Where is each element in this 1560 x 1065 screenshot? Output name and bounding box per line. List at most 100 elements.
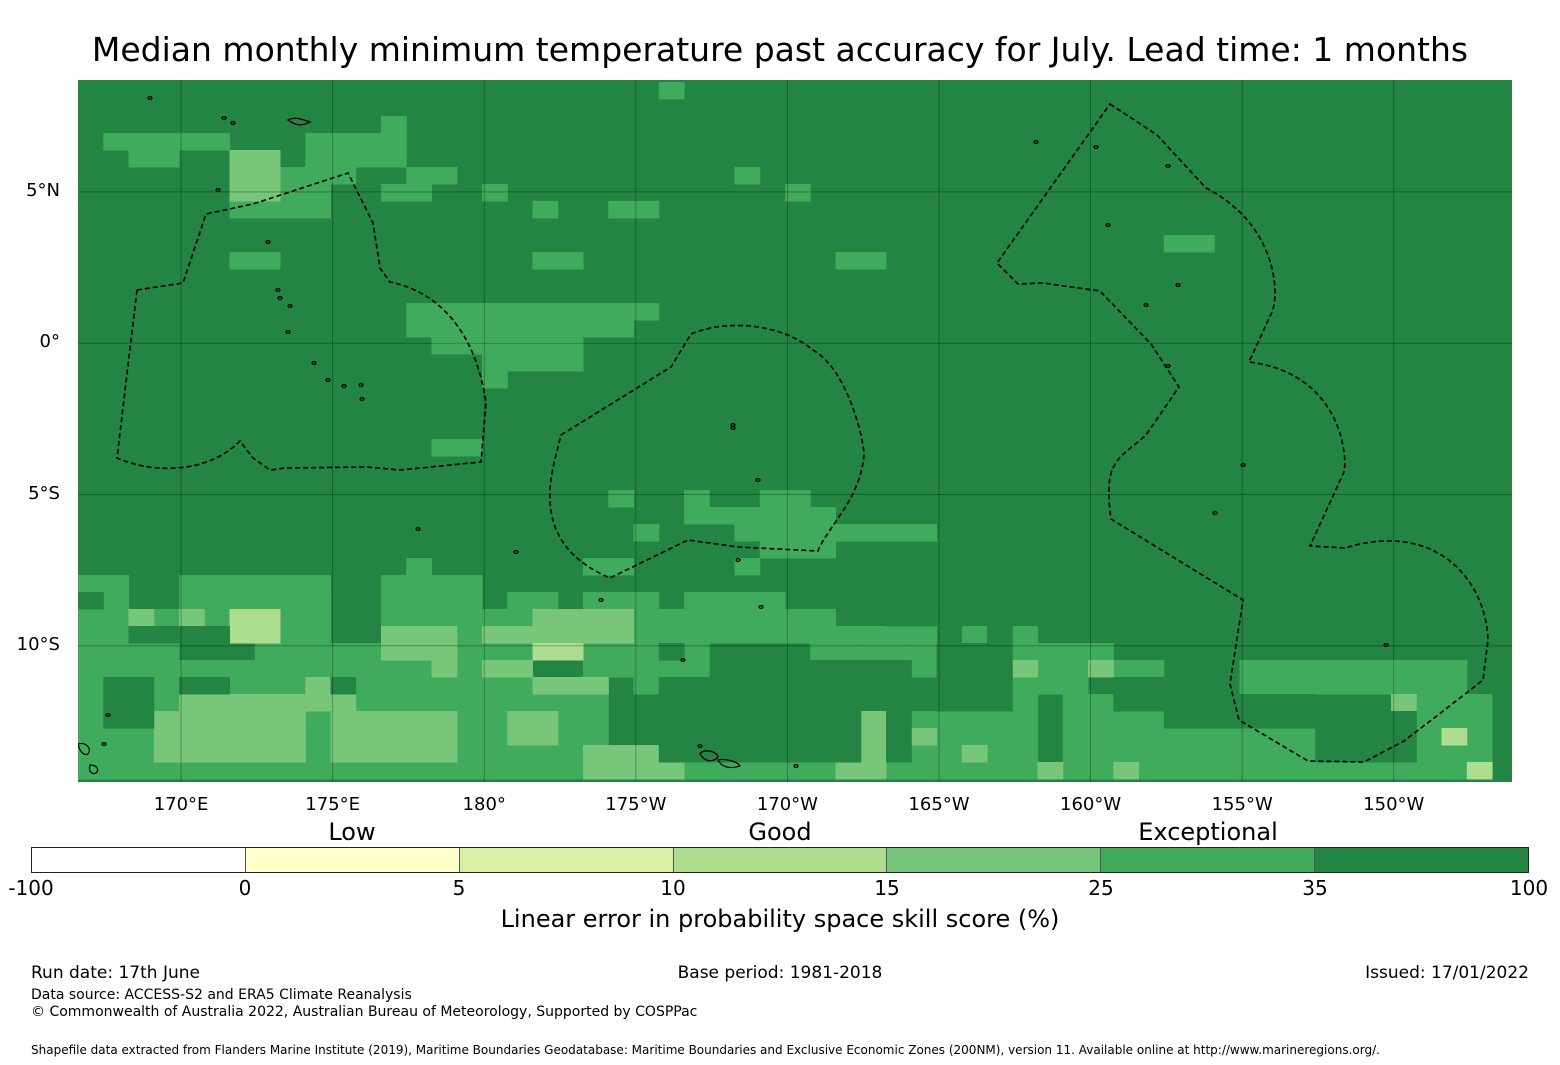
lon-label-180: 180° [462,794,506,815]
lon-label-170e: 170°E [153,794,209,815]
base-period: Base period: 1981-2018 [677,963,883,983]
island-outline [1143,303,1149,308]
island-outline [285,330,291,335]
data-source: Data source: ACCESS-S2 and ERA5 Climate … [31,987,412,1003]
colorbar-tick: 15 [874,876,900,900]
skill-cell [431,337,584,355]
skill-cell [179,609,205,627]
colorbar-segment [1101,848,1316,872]
colorbar [31,847,1529,873]
colorbar-segment [459,848,674,872]
skill-cell [330,711,458,763]
island-outline [286,117,312,126]
run-date: Run date: 17th June [31,963,200,983]
skill-cell [1441,728,1468,746]
colorbar-tick: 35 [1302,876,1328,900]
skill-cell [381,116,407,168]
island-outline [78,743,90,756]
skill-cell [406,558,433,593]
skill-cell [330,150,382,168]
land-islands [78,96,1389,775]
skill-cell [1088,660,1114,678]
skill-cell [179,677,230,695]
island-outline [1105,223,1111,228]
island-outline [287,304,293,309]
skill-cell [482,184,508,202]
skill-cell [1466,762,1493,780]
map-canvas [78,80,1512,782]
skill-cell [684,507,836,525]
skill-cell [1163,235,1215,253]
skill-cell [280,711,306,729]
eez-boundary-tokelau [549,324,865,579]
island-outline [147,96,153,101]
colorbar-title: Linear error in probability space skill … [500,905,1060,933]
island-outline [1240,463,1246,468]
colorbar-segment [1315,848,1529,872]
island-outline [105,712,111,717]
lon-label-150w: 150°W [1363,794,1425,815]
island-outline [358,383,364,388]
skill-cell [381,184,432,202]
island-outline [1383,642,1389,647]
skill-cell [1239,660,1468,695]
island-outline [1175,283,1181,288]
issued-date: Issued: 17/01/2022 [1365,963,1529,983]
eez-boundaries [116,102,1489,763]
island-outline [1165,163,1171,168]
island-outline [415,527,421,532]
island-outline [730,423,736,428]
lon-label-155w: 155°W [1211,794,1273,815]
skill-cell [886,694,912,763]
skill-cell [532,643,584,661]
colorbar-segment [887,848,1102,872]
skill-cell [633,524,660,542]
lon-label-165w: 165°W [908,794,970,815]
skill-cell [229,609,281,644]
island-outline [1033,139,1039,144]
skill-cell [810,626,862,661]
eez-boundary-kiribati-line [995,102,1489,763]
skill-cell [608,201,660,219]
skill-cell [961,745,988,763]
skill-map [78,80,1512,782]
skill-cell [785,184,811,202]
island-outline [717,758,741,769]
island-outline [215,187,221,192]
island-outline [513,550,519,555]
skill-cell [759,660,862,712]
skill-cell [482,371,508,389]
skill-cell [759,490,811,508]
island-outline [680,657,686,662]
island-outline [265,240,271,245]
skill-cell [557,354,584,372]
skill-cell [507,711,559,746]
skill-cell [734,558,761,576]
lon-label-175e: 175°E [305,794,361,815]
island-outline [758,604,764,609]
skill-cell [103,133,205,151]
skill-cell [1315,711,1417,763]
graticule [78,80,1512,782]
skill-cell [229,150,281,202]
category-label-low: Low [328,818,376,846]
skill-cell [1012,660,1039,678]
island-outline [1093,144,1099,149]
skill-cell [532,252,584,270]
island-outline [101,741,107,746]
island-outline [598,597,604,602]
skill-cell [886,592,937,627]
skill-cell [608,490,635,508]
lon-label-160w: 160°W [1060,794,1122,815]
copyright: © Commonwealth of Australia 2022, Austra… [31,1004,698,1020]
island-outline [1212,511,1218,516]
skill-cell [532,609,634,644]
island-outline [1165,364,1171,369]
island-outline [325,378,331,383]
skill-cell [734,524,937,542]
skill-cell [330,677,357,695]
skill-cell [229,252,281,270]
island-outline [735,558,741,563]
skill-cell [1189,643,1215,661]
colorbar-tick: -100 [8,876,54,900]
